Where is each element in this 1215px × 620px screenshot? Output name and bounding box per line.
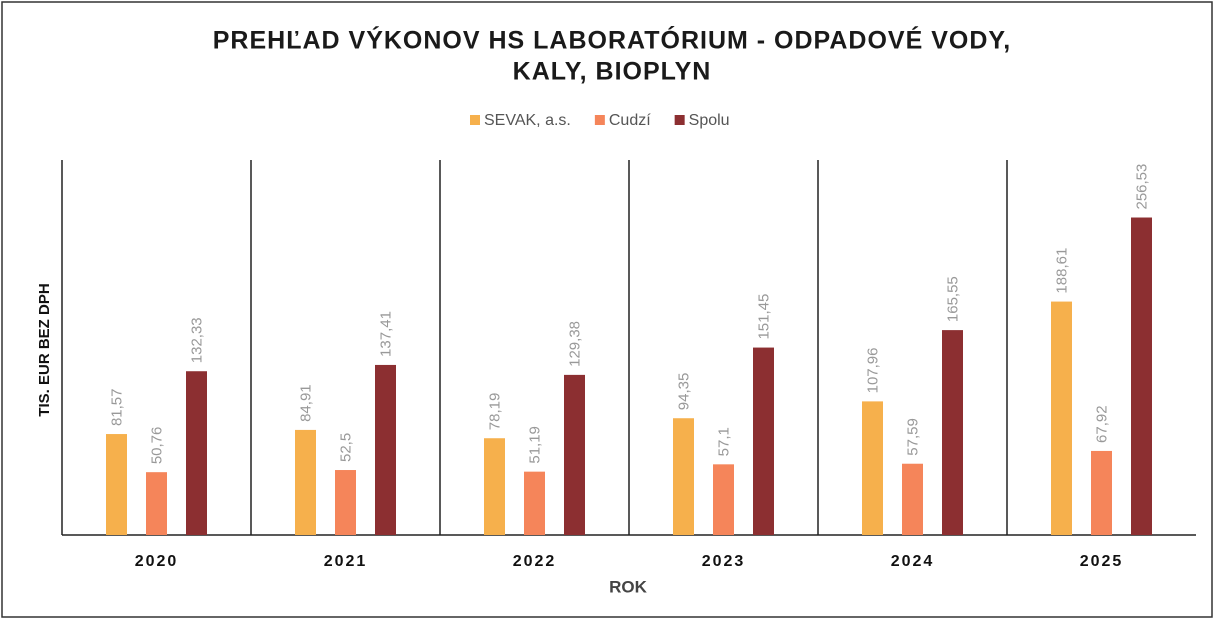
value-label: 137,41 xyxy=(377,311,394,357)
value-label: 57,59 xyxy=(904,418,921,456)
x-tick-label: 2025 xyxy=(1080,553,1124,570)
bar xyxy=(484,438,505,535)
bar xyxy=(1131,217,1152,535)
chart-title: KALY, BIOPLYN xyxy=(513,58,712,86)
value-label: 78,19 xyxy=(486,393,503,431)
value-label: 129,38 xyxy=(566,321,583,367)
bar xyxy=(942,330,963,535)
value-label: 81,57 xyxy=(108,389,125,427)
legend-label: Cudzí xyxy=(609,112,651,129)
value-label: 256,53 xyxy=(1133,164,1150,210)
value-label: 57,1 xyxy=(715,427,732,456)
x-tick-label: 2020 xyxy=(135,553,179,570)
x-tick-label: 2024 xyxy=(891,553,935,570)
chart-title: PREHĽAD VÝKONOV HS LABORATÓRIUM - ODPADO… xyxy=(213,25,1012,55)
x-tick-label: 2022 xyxy=(513,553,557,570)
value-label: 188,61 xyxy=(1053,248,1070,294)
bar xyxy=(335,470,356,535)
legend-swatch xyxy=(594,115,605,125)
bar xyxy=(673,418,694,535)
bar xyxy=(713,464,734,535)
bar xyxy=(186,371,207,535)
legend-label: Spolu xyxy=(689,112,730,129)
bar xyxy=(564,374,585,535)
value-label: 107,96 xyxy=(864,347,881,393)
bar xyxy=(753,347,774,535)
value-label: 50,76 xyxy=(148,427,165,465)
legend-swatch xyxy=(470,115,480,125)
value-label: 67,92 xyxy=(1093,405,1110,443)
value-label: 51,19 xyxy=(526,426,543,464)
x-axis-label: ROK xyxy=(609,577,648,596)
bar xyxy=(524,471,545,535)
bar xyxy=(106,434,127,535)
value-label: 94,35 xyxy=(675,373,692,411)
legend-swatch xyxy=(674,115,685,125)
value-label: 84,91 xyxy=(297,384,314,422)
value-label: 132,33 xyxy=(188,317,205,363)
bar xyxy=(1091,450,1112,535)
bar xyxy=(375,364,396,535)
y-axis-label: TIS. EUR BEZ DPH xyxy=(36,283,53,416)
bar xyxy=(1051,301,1072,535)
value-label: 151,45 xyxy=(755,294,772,340)
bar xyxy=(295,429,316,535)
value-label: 52,5 xyxy=(337,433,354,462)
bar xyxy=(146,472,167,535)
legend-label: SEVAK, a.s. xyxy=(484,112,571,129)
bar xyxy=(902,463,923,535)
x-tick-label: 2023 xyxy=(702,553,746,570)
bar xyxy=(862,401,883,535)
value-label: 165,55 xyxy=(944,276,961,322)
x-tick-label: 2021 xyxy=(324,553,368,570)
